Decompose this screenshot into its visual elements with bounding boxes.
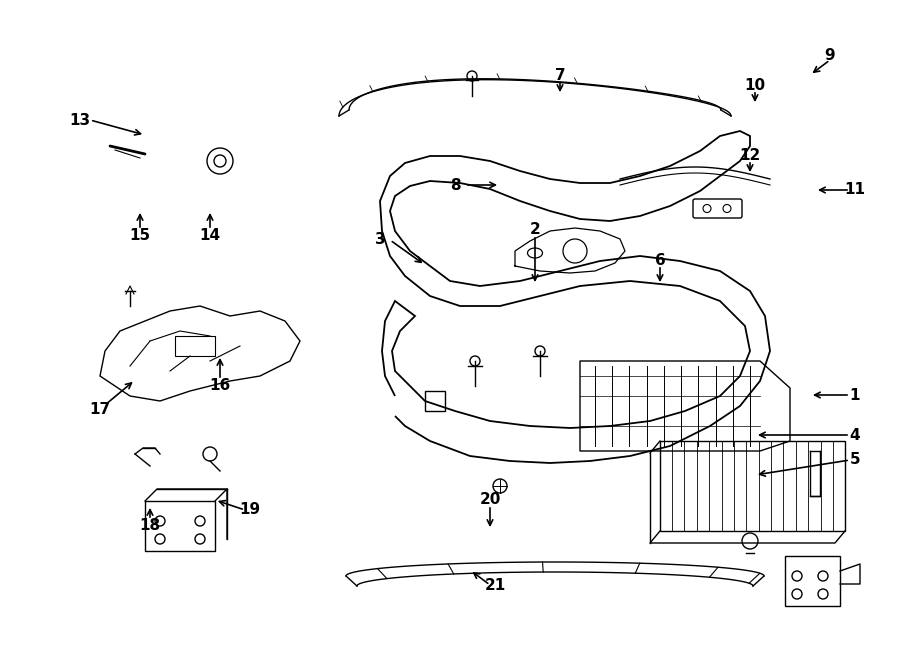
- Text: 15: 15: [130, 227, 150, 243]
- Text: 17: 17: [89, 403, 111, 418]
- Text: 4: 4: [850, 428, 860, 442]
- Text: 7: 7: [554, 67, 565, 83]
- Text: 5: 5: [850, 453, 860, 467]
- Bar: [785, 556, 840, 606]
- Text: 10: 10: [744, 77, 766, 93]
- Text: 16: 16: [210, 377, 230, 393]
- Text: 20: 20: [480, 492, 500, 508]
- Text: 19: 19: [239, 502, 261, 518]
- Text: 21: 21: [484, 578, 506, 592]
- Text: 13: 13: [69, 112, 91, 128]
- Text: 11: 11: [844, 182, 866, 198]
- Text: 9: 9: [824, 48, 835, 63]
- Text: 18: 18: [140, 518, 160, 533]
- Text: 14: 14: [200, 227, 220, 243]
- Bar: [175, 336, 215, 356]
- Text: 2: 2: [529, 223, 540, 237]
- Text: 1: 1: [850, 387, 860, 403]
- Text: 8: 8: [450, 178, 460, 192]
- Text: 6: 6: [654, 253, 665, 268]
- Bar: [660, 441, 845, 531]
- Bar: [425, 391, 445, 411]
- Text: 12: 12: [740, 147, 760, 163]
- Text: 3: 3: [374, 233, 385, 247]
